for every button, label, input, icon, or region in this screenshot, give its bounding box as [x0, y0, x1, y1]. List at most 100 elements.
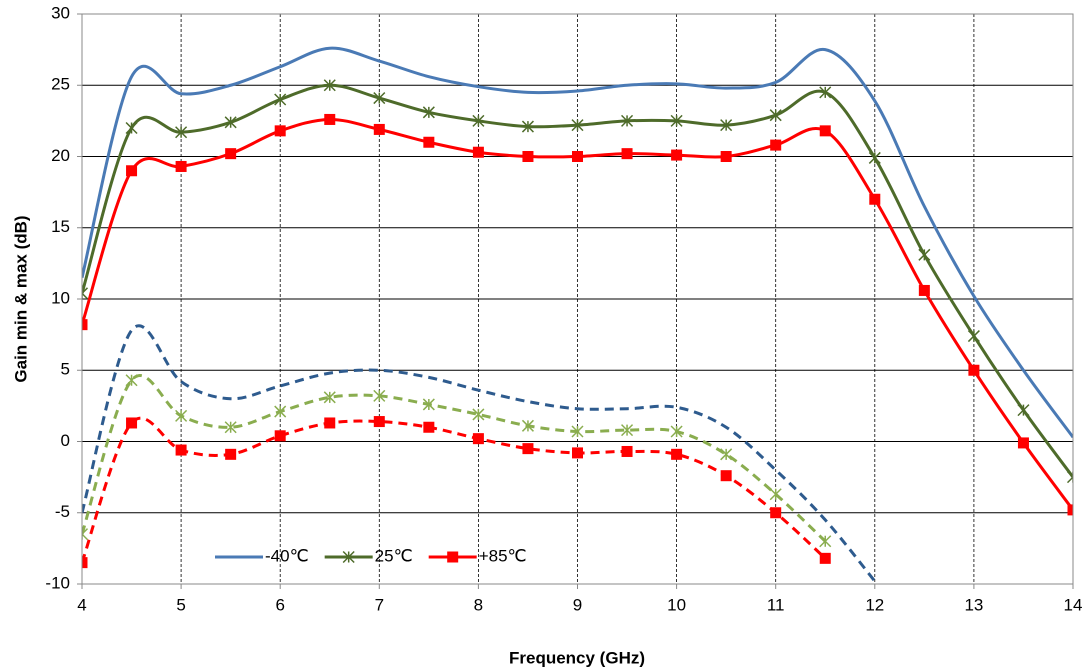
legend-label: 25℃: [375, 546, 413, 565]
marker: [819, 552, 831, 564]
x-tick-label: 10: [667, 595, 686, 614]
marker: [770, 139, 782, 151]
marker: [373, 389, 386, 402]
marker: [472, 433, 484, 445]
marker: [323, 391, 336, 404]
x-tick-label: 5: [176, 595, 185, 614]
marker: [274, 125, 286, 137]
y-tick-label: 20: [51, 146, 70, 165]
marker: [720, 470, 732, 482]
marker: [868, 151, 881, 164]
marker: [175, 444, 187, 456]
marker: [770, 507, 782, 519]
marker: [621, 114, 634, 127]
x-tick-label: 6: [275, 595, 284, 614]
marker: [521, 419, 534, 432]
marker: [274, 405, 287, 418]
marker: [225, 148, 237, 160]
marker: [670, 425, 683, 438]
marker: [769, 109, 782, 122]
series-line: [82, 324, 876, 583]
marker: [423, 136, 435, 148]
marker: [82, 528, 89, 541]
marker: [342, 550, 355, 564]
marker: [869, 193, 881, 205]
marker: [522, 151, 534, 162]
marker: [572, 447, 583, 459]
marker: [472, 146, 484, 158]
marker: [918, 248, 931, 261]
marker: [472, 408, 485, 421]
marker: [224, 116, 237, 129]
marker: [819, 535, 832, 548]
marker: [671, 448, 683, 460]
marker: [621, 445, 633, 457]
marker: [671, 149, 683, 161]
plot-lines: [82, 46, 1073, 583]
y-tick-label: -10: [45, 573, 70, 592]
y-tick-label: 0: [61, 431, 70, 450]
marker: [82, 557, 88, 569]
marker: [324, 417, 336, 429]
plot-border: [81, 13, 1074, 585]
x-tick-label: 14: [1064, 595, 1083, 614]
marker: [819, 86, 832, 99]
marker: [819, 125, 831, 137]
marker: [423, 421, 435, 433]
marker: [175, 126, 188, 139]
marker: [373, 123, 385, 135]
marker: [224, 421, 237, 434]
marker: [571, 119, 584, 132]
x-tick-label: 12: [865, 595, 884, 614]
marker: [82, 319, 88, 331]
marker: [1067, 504, 1073, 516]
legend: -40℃ 25℃ +85℃: [215, 546, 527, 565]
marker: [324, 113, 336, 125]
series-line: [82, 46, 1073, 439]
x-tick-label: 7: [375, 595, 384, 614]
marker: [521, 120, 534, 133]
x-tick-label: 9: [573, 595, 582, 614]
legend-label: -40℃: [265, 546, 309, 565]
marker: [720, 448, 733, 461]
marker: [373, 92, 386, 105]
y-tick-label: 30: [51, 3, 70, 22]
marker: [274, 430, 286, 442]
y-tick-label: 15: [51, 217, 70, 236]
marker: [225, 448, 237, 460]
legend-label: +85℃: [479, 546, 527, 565]
marker: [621, 424, 634, 437]
x-tick-label: 13: [964, 595, 983, 614]
marker: [323, 79, 336, 92]
marker: [422, 106, 435, 119]
y-tick-label: -5: [55, 502, 70, 521]
marker: [373, 416, 385, 428]
marker: [918, 284, 930, 296]
marker: [621, 148, 633, 160]
y-tick-label: 25: [51, 75, 70, 94]
marker: [422, 398, 435, 411]
marker: [126, 165, 138, 177]
marker: [125, 121, 138, 135]
marker: [769, 488, 782, 501]
marker: [274, 93, 287, 106]
marker: [571, 425, 584, 438]
marker: [126, 417, 138, 429]
y-tick-label: 10: [51, 288, 70, 307]
x-tick-label: 4: [77, 595, 86, 614]
marker: [1017, 404, 1030, 417]
x-tick-label: 11: [767, 595, 785, 614]
marker: [670, 114, 683, 127]
marker: [967, 330, 980, 343]
y-tick-label: 5: [61, 360, 70, 379]
x-tick-label: 8: [474, 595, 483, 614]
marker: [968, 364, 980, 376]
marker: [522, 443, 534, 455]
x-axis-title: Frequency (GHz): [509, 648, 645, 667]
marker: [720, 119, 733, 132]
marker: [175, 409, 188, 422]
marker: [125, 374, 138, 387]
marker: [472, 114, 485, 127]
